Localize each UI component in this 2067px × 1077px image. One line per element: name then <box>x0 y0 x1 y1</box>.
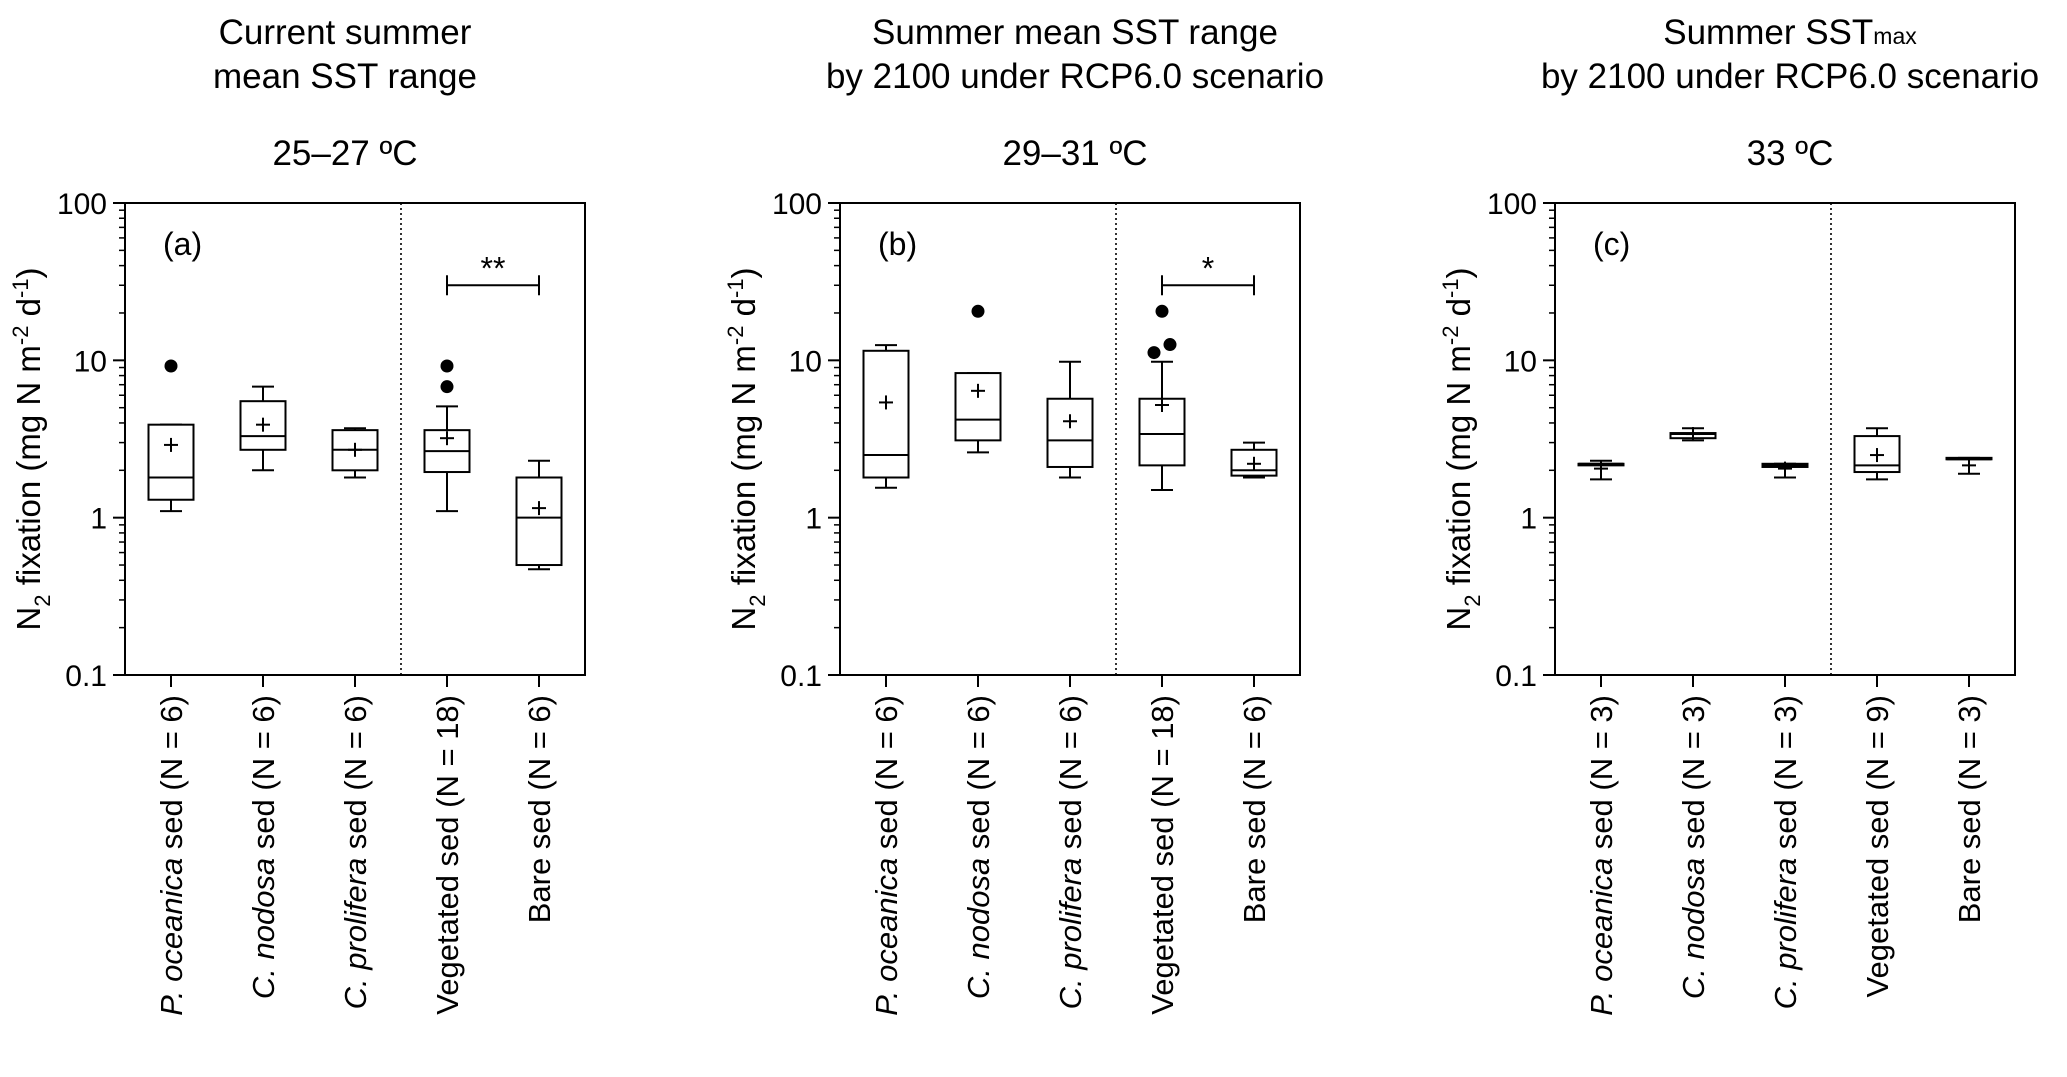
panel-a: Current summer mean SST range 25–27 ºC 0.1 1… <box>8 13 586 1016</box>
x-tick-label: Vegetated sed (N = 18) <box>1145 695 1180 1015</box>
y-axis-title: N2 fixation (mg N m-2 d-1) <box>723 267 770 630</box>
box-iqr <box>1046 397 1094 468</box>
panel-title-line: Summer SSTmax <box>1663 13 1917 52</box>
y-tick-label: 1 <box>1520 503 1537 536</box>
y-axis-title: N2 fixation (mg N m-2 d-1) <box>8 267 55 630</box>
box-iqr <box>147 423 195 501</box>
panel-label: (c) <box>1593 226 1630 262</box>
y-tick-label: 0.1 <box>65 660 107 693</box>
box-2 <box>331 427 379 479</box>
x-tick-label: P. oceanica sed (N = 6) <box>154 695 189 1016</box>
y-tick-label: 0.1 <box>780 660 822 693</box>
outlier-point <box>971 304 985 318</box>
outlier-point <box>440 380 454 394</box>
box-2 <box>1761 461 1809 479</box>
box-iqr <box>862 349 910 479</box>
y-tick-label: 100 <box>1487 188 1537 221</box>
x-tick-label: P. oceanica sed (N = 3) <box>1584 695 1619 1016</box>
significance-label: * <box>1202 250 1214 286</box>
box-iqr <box>515 476 563 567</box>
x-tick-label: C. prolifera sed (N = 6) <box>338 695 373 1009</box>
panel-temperature: 29–31 ºC <box>1002 134 1147 173</box>
box-4 <box>515 459 563 571</box>
outlier-point <box>1147 346 1161 360</box>
y-tick-label: 1 <box>90 503 107 536</box>
panel-b: Summer mean SST range by 2100 under RCP6.… <box>723 13 1324 1016</box>
significance-label: ** <box>481 250 506 286</box>
panel-label: (a) <box>163 226 202 262</box>
y-tick-label: 0.1 <box>1495 660 1537 693</box>
x-tick-label: C. nodosa sed (N = 6) <box>961 695 996 999</box>
y-axis-title: N2 fixation (mg N m-2 d-1) <box>1438 267 1485 630</box>
x-tick-label: Vegetated sed (N = 18) <box>430 695 465 1015</box>
x-tick-label: C. nodosa sed (N = 6) <box>246 695 281 999</box>
panel-title-line: by 2100 under RCP6.0 scenario <box>826 57 1324 96</box>
box-2 <box>1046 360 1094 479</box>
y-tick-label: 100 <box>57 188 107 221</box>
outlier-point <box>1163 338 1177 352</box>
box-3 <box>423 359 471 513</box>
box-1 <box>1669 427 1717 442</box>
box-4 <box>1230 441 1278 479</box>
panel-temperature: 25–27 ºC <box>272 134 417 173</box>
outlier-point <box>440 359 454 373</box>
panel-title-line: Current summer <box>219 13 472 52</box>
x-tick-label: C. prolifera sed (N = 6) <box>1053 695 1088 1009</box>
box-1 <box>239 385 287 472</box>
box-0 <box>1577 459 1625 481</box>
panel-label: (b) <box>878 226 917 262</box>
y-tick-label: 1 <box>805 503 822 536</box>
y-tick-label: 100 <box>772 188 822 221</box>
x-tick-label: C. nodosa sed (N = 3) <box>1676 695 1711 999</box>
panel-c: Summer SSTmax by 2100 under RCP6.0 scenar… <box>1438 13 2039 1016</box>
box-4 <box>1945 456 1993 475</box>
panel-temperature: 33 ºC <box>1747 134 1834 173</box>
panel-title-line: by 2100 under RCP6.0 scenario <box>1541 57 2039 96</box>
box-iqr <box>954 372 1002 442</box>
y-tick-label: 10 <box>1504 345 1537 378</box>
panel-title-line: mean SST range <box>213 57 477 96</box>
box-0 <box>147 359 195 513</box>
y-tick-label: 10 <box>789 345 822 378</box>
x-tick-label: P. oceanica sed (N = 6) <box>869 695 904 1016</box>
x-tick-label: C. prolifera sed (N = 3) <box>1768 695 1803 1009</box>
box-1 <box>954 304 1002 454</box>
box-3 <box>1853 427 1901 481</box>
box-3 <box>1138 304 1186 491</box>
outlier-point <box>164 359 178 373</box>
outlier-point <box>1155 304 1169 318</box>
x-tick-label: Vegetated sed (N = 9) <box>1860 695 1895 997</box>
box-0 <box>862 344 910 489</box>
plot-frame <box>1554 202 2016 676</box>
x-tick-label: Bare sed (N = 6) <box>1237 695 1272 923</box>
x-tick-label: Bare sed (N = 6) <box>522 695 557 923</box>
panel-title-line: Summer mean SST range <box>872 13 1278 52</box>
x-tick-label: Bare sed (N = 3) <box>1952 695 1987 923</box>
y-tick-label: 10 <box>74 345 107 378</box>
